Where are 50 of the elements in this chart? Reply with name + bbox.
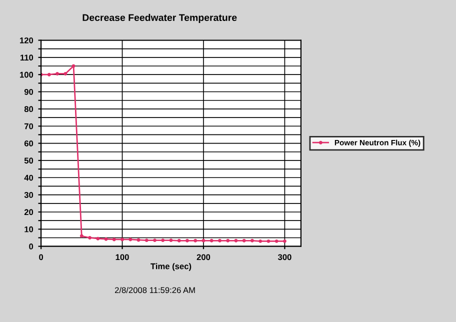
point [72,64,76,68]
x-tick-label: 100 [116,254,129,260]
point [56,72,60,76]
y-tick-label: 40 [24,174,34,181]
y-tick-label: 110 [20,54,34,61]
point [120,238,124,242]
point [47,72,51,76]
point [161,238,165,242]
point [250,238,254,242]
y-tick-label: 70 [24,123,34,130]
y-tick-label: 20 [24,209,34,216]
y-tick-label: 0 [29,244,34,250]
x-tick-label: 0 [39,254,44,260]
point [88,236,92,240]
point [274,239,278,243]
text: 2/8/2008 11:59:26 AM [114,286,195,294]
point [218,238,222,242]
point [266,239,270,243]
y-tick-label: 100 [20,72,34,78]
y-tick-label: 120 [20,37,34,44]
point [80,234,84,238]
x-axis-title: Time (sec) [150,263,192,271]
point [144,238,148,242]
point [282,239,286,243]
point [186,238,189,242]
x-tick-label: 300 [278,254,292,260]
y-tick-label: 90 [24,88,34,95]
point [112,238,116,242]
x-tick-label: 200 [196,254,210,260]
point [104,237,108,241]
point [64,72,68,76]
point [128,238,132,242]
point [153,238,156,242]
point [194,238,198,242]
point [242,238,246,242]
y-tick-label: 30 [24,192,34,198]
chart-title: Decrease Feedwater Temperature [82,14,237,23]
point [96,236,100,240]
point [169,238,173,242]
point [177,238,181,242]
y-tick-label: 50 [24,158,34,164]
point [202,238,206,242]
y-tick-label: 80 [24,106,34,112]
point [136,238,140,242]
point [210,238,214,242]
point [258,239,262,243]
point [226,238,230,242]
y-tick-label: 10 [24,226,34,232]
y-tick-label: 60 [24,140,34,146]
point [234,238,238,242]
